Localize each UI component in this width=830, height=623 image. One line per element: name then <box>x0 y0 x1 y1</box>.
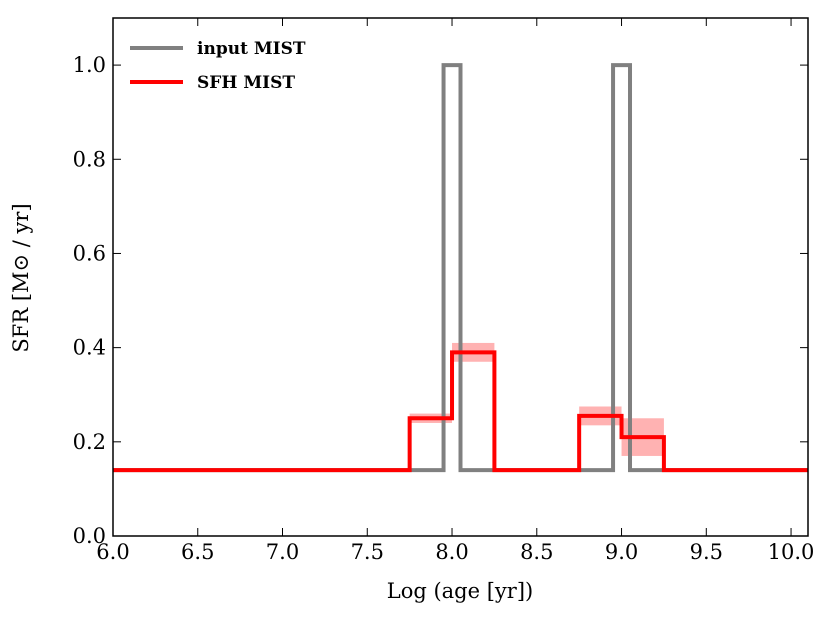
x-axis-label: Log (age [yr]) <box>387 579 533 603</box>
axes-frame <box>112 17 809 537</box>
axis-ticks: 6.0 6.5 7.0 7.5 8.0 8.5 9.0 9.5 10.0 0.0 0.2 0.4 0.6… <box>73 18 815 564</box>
y-tick-label: 1.0 <box>73 53 106 77</box>
series-line-input-mist <box>113 63 808 473</box>
x-tick-label: 6.5 <box>181 540 214 564</box>
y-tick-label: 0.6 <box>73 241 106 265</box>
x-tick-label: 9.0 <box>605 540 638 564</box>
legend-label-input-mist: input MIST <box>197 39 306 59</box>
series-line-sfh-mist <box>113 350 808 473</box>
y-tick-label: 0.4 <box>73 336 106 360</box>
y-tick-label: 0.0 <box>73 524 106 548</box>
x-tick-label: 9.5 <box>690 540 723 564</box>
x-tick-label: 7.5 <box>351 540 384 564</box>
x-tick-label: 8.5 <box>520 540 553 564</box>
x-tick-label: 10.0 <box>768 540 815 564</box>
series-lines <box>113 63 808 473</box>
x-tick-label: 6.0 <box>96 540 129 564</box>
y-tick-label: 0.8 <box>73 147 106 171</box>
y-axis-label: SFR [M⊙ / yr] <box>9 203 33 352</box>
plot-frame <box>112 17 809 537</box>
legend: input MIST SFH MIST <box>130 39 306 93</box>
legend-label-sfh-mist: SFH MIST <box>197 73 295 93</box>
y-tick-label: 0.2 <box>73 430 106 454</box>
x-tick-label: 7.0 <box>266 540 299 564</box>
x-tick-label: 8.0 <box>435 540 468 564</box>
